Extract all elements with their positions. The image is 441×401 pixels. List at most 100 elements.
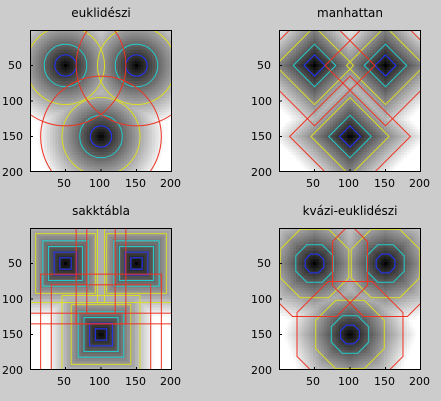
heatmap-cell xyxy=(347,58,351,62)
heatmap-cell xyxy=(279,149,283,153)
heatmap-cell xyxy=(72,75,77,79)
heatmap-cell xyxy=(66,95,71,99)
heatmap-cell xyxy=(106,92,111,96)
heatmap-cell xyxy=(112,35,116,40)
heatmap-cell xyxy=(369,163,374,167)
heatmap-cell xyxy=(143,120,148,125)
heatmap-cell xyxy=(287,103,291,108)
heatmap-cell xyxy=(98,126,102,130)
heatmap-cell xyxy=(135,160,139,165)
heatmap-cell xyxy=(109,118,113,122)
heatmap-cell xyxy=(118,118,122,122)
heatmap-cell xyxy=(160,120,165,125)
heatmap-cell xyxy=(137,52,142,57)
heatmap-cell xyxy=(279,78,283,82)
heatmap-cell xyxy=(118,81,122,85)
heatmap-cell xyxy=(160,112,165,116)
heatmap-cell xyxy=(412,44,416,48)
heatmap-cell xyxy=(163,58,167,62)
heatmap-cell xyxy=(412,92,416,96)
heatmap-cell xyxy=(335,157,340,162)
heatmap-cell xyxy=(135,163,139,167)
heatmap-cell xyxy=(310,47,314,51)
heatmap-cell xyxy=(140,163,145,167)
heatmap-cell xyxy=(61,169,65,172)
heatmap-cell xyxy=(163,72,167,77)
heatmap-cell xyxy=(293,157,297,162)
heatmap-cell xyxy=(38,55,42,59)
heatmap-cell xyxy=(315,47,320,51)
heatmap-cell xyxy=(369,58,374,62)
heatmap-cell xyxy=(386,44,391,48)
heatmap-cell xyxy=(115,83,119,88)
heatmap-cell xyxy=(367,157,371,162)
heatmap-cell xyxy=(287,81,291,85)
heatmap-cell xyxy=(38,109,42,113)
heatmap-cell xyxy=(335,106,340,111)
heatmap-cell xyxy=(49,101,54,105)
heatmap-cell xyxy=(160,160,165,165)
heatmap-cell xyxy=(126,163,130,167)
heatmap-cell xyxy=(126,78,130,82)
heatmap-cell xyxy=(66,78,71,82)
heatmap-cell xyxy=(378,140,382,145)
heatmap-cell xyxy=(406,140,411,145)
heatmap-cell xyxy=(406,132,411,136)
heatmap-cell xyxy=(341,115,345,119)
heatmap-cell xyxy=(287,30,291,34)
heatmap-cell xyxy=(169,86,172,91)
heatmap-cell xyxy=(120,55,125,59)
heatmap-cell xyxy=(112,115,116,119)
heatmap-cell xyxy=(55,30,59,34)
heatmap-cell xyxy=(412,160,416,165)
heatmap-cell xyxy=(398,89,402,94)
heatmap-cell xyxy=(355,106,360,111)
heatmap-cell xyxy=(304,52,308,57)
heatmap-cell xyxy=(293,126,297,130)
heatmap-cell xyxy=(81,163,85,167)
heatmap-cell xyxy=(412,52,416,57)
heatmap-cell xyxy=(350,152,354,156)
heatmap-cell xyxy=(381,157,385,162)
heatmap-cell xyxy=(310,35,314,40)
heatmap-cell xyxy=(409,78,414,82)
heatmap-cell xyxy=(146,41,150,45)
heatmap-cell xyxy=(98,44,102,48)
heatmap-cell xyxy=(375,72,379,77)
heatmap-cell xyxy=(55,32,59,37)
heatmap-cell xyxy=(384,109,388,113)
heatmap-cell xyxy=(372,146,377,150)
heatmap-cell xyxy=(160,140,165,145)
heatmap-cell xyxy=(350,89,354,94)
heatmap-cell xyxy=(103,137,108,142)
heatmap-cell xyxy=(298,137,303,142)
heatmap-cell xyxy=(154,78,159,82)
heatmap-cell xyxy=(284,146,289,150)
heatmap-cell xyxy=(287,66,291,71)
heatmap-cell xyxy=(293,109,297,113)
heatmap-cell xyxy=(355,115,360,119)
heatmap-cell xyxy=(47,154,51,159)
heatmap-cell xyxy=(284,123,289,128)
heatmap-cell xyxy=(106,47,111,51)
heatmap-cell xyxy=(301,41,306,45)
heatmap-cell xyxy=(143,140,148,145)
heatmap-cell xyxy=(47,55,51,59)
heatmap-cell xyxy=(344,81,348,85)
heatmap-cell xyxy=(389,126,394,130)
heatmap-cell xyxy=(44,86,48,91)
heatmap-cell xyxy=(401,69,405,74)
heatmap-cell xyxy=(123,52,128,57)
heatmap-cell xyxy=(112,126,116,130)
heatmap-cell xyxy=(324,103,328,108)
heatmap-cell xyxy=(361,69,365,74)
heatmap-cell xyxy=(279,72,283,77)
heatmap-cell xyxy=(157,61,162,65)
heatmap-cell xyxy=(137,44,142,48)
heatmap-cell xyxy=(137,166,142,170)
heatmap-cell xyxy=(398,143,402,148)
heatmap-cell xyxy=(166,47,170,51)
heatmap-cell xyxy=(123,112,128,116)
heatmap-cell xyxy=(313,101,317,105)
heatmap-cell xyxy=(375,38,379,42)
